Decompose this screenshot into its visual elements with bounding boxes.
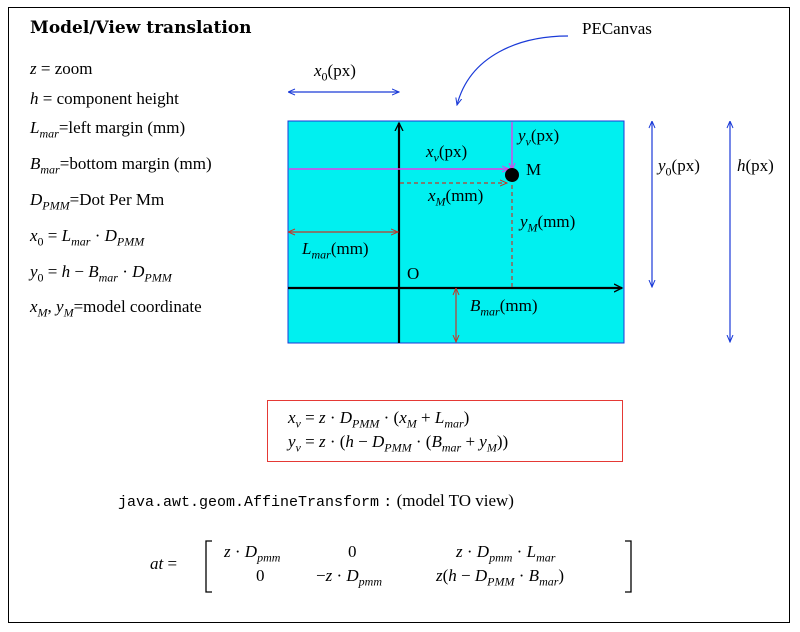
matrix-r1c2: 0 [348, 542, 357, 561]
def-left-margin: Lmar=left margin (mm) [30, 118, 186, 141]
def-zoom: z = zoom [30, 59, 93, 78]
x0-label: x0(px) [314, 61, 356, 84]
m-label: M [526, 160, 542, 179]
matrix-brackets [205, 540, 632, 593]
formula-box: xv = z · DPMM · (xM + Lmar) yv = z · (h … [267, 400, 623, 462]
matrix-r2c1: 0 [256, 566, 265, 585]
formula-yv: yv = z · (h − DPMM · (Bmar + yM)) [288, 432, 509, 455]
ym-label: yM(mm) [520, 212, 576, 235]
java-line: java.awt.geom.AffineTransform : (model T… [118, 491, 514, 511]
java-description: (model TO view) [396, 491, 514, 510]
def-x0: x0 = Lmar · DPMM [30, 225, 145, 249]
figure-frame [8, 7, 790, 623]
pecanvas-label: PECanvas [582, 19, 652, 38]
definitions-list: z = zoom h = component height Lmar=left … [30, 54, 212, 328]
def-model: xM, yM=model coordinate [30, 297, 202, 320]
matrix-r2c2: −z · Dpmm [316, 566, 383, 589]
matrix-r1c1: z · Dpmm [224, 542, 281, 565]
xv-label: xv(px) [426, 142, 468, 165]
xm-label: xM(mm) [428, 186, 484, 209]
formula-xv: xv = z · DPMM · (xM + Lmar) [288, 408, 470, 431]
matrix-lhs: at = [150, 554, 178, 573]
lmar-label: Lmar(mm) [302, 239, 369, 262]
yv-label: yv(px) [518, 126, 560, 149]
def-bottom-margin: Bmar=bottom margin (mm) [30, 153, 212, 177]
matrix-r1c3: z · Dpmm · Lmar [456, 542, 556, 565]
def-y0: y0 = h − Bmar · DPMM [30, 261, 172, 284]
origin-label: O [407, 264, 420, 283]
matrix-r2c3: z(h − DPMM · Bmar) [436, 566, 565, 589]
bmar-label: Bmar(mm) [470, 296, 538, 319]
figure-title: Model/View translation [30, 18, 252, 38]
h-label: h(px) [737, 156, 774, 175]
def-dpmm: DPMM=Dot Per Mm [30, 189, 165, 213]
java-colon: : [383, 494, 393, 511]
y0-label: y0(px) [658, 156, 700, 179]
java-class: java.awt.geom.AffineTransform [118, 494, 380, 511]
affine-matrix: at = z · Dpmm 0 z · Dpmm · Lmar 0 −z · D… [150, 536, 650, 596]
pecanvas-arrow [457, 35, 569, 105]
def-height: h = component height [30, 88, 179, 108]
point-m [505, 168, 519, 182]
